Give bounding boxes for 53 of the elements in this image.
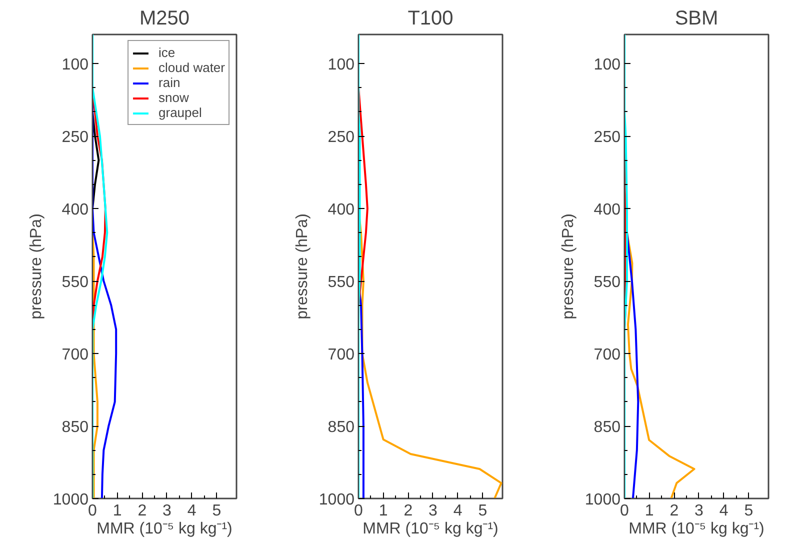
y-tick-label: 250 (62, 129, 89, 146)
y-tick-label: 400 (594, 202, 621, 218)
x-tick-label: 0 (620, 502, 630, 520)
x-tick-label: 5 (478, 502, 488, 520)
y-tick-label: 250 (328, 129, 355, 146)
legend-label: graupel (158, 105, 202, 120)
chart-title: SBM (674, 8, 718, 30)
legend-label: cloud water (158, 60, 225, 75)
y-tick-label: 550 (594, 274, 621, 291)
y-tick-label: 100 (594, 56, 621, 74)
x-axis-title: MMR (10⁻⁵ kg kg⁻¹) (628, 520, 764, 538)
y-tick-label: 1000 (52, 492, 89, 508)
y-tick-label: 700 (594, 346, 621, 364)
y-tick-label: 850 (328, 419, 355, 436)
x-tick-label: 0 (354, 502, 364, 520)
x-axis-title: MMR (10⁻⁵ kg kg⁻¹) (362, 520, 498, 538)
y-tick-label: 850 (62, 419, 89, 436)
x-axis-title: MMR (10⁻⁵ kg kg⁻¹) (96, 520, 232, 538)
x-tick-label: 4 (187, 502, 196, 520)
x-tick-label: 3 (694, 502, 704, 520)
y-tick-label: 550 (62, 274, 89, 291)
chart-title: M250 (139, 8, 190, 30)
x-tick-label: 3 (162, 502, 172, 520)
x-tick-label: 5 (744, 502, 754, 520)
legend-label: snow (158, 90, 189, 105)
y-tick-label: 400 (328, 202, 355, 218)
x-tick-label: 2 (670, 502, 679, 520)
y-tick-label: 1000 (584, 492, 621, 508)
x-tick-label: 0 (88, 502, 98, 520)
y-axis-title: pressure (hPa) (28, 214, 45, 320)
y-axis-title: pressure (hPa) (560, 214, 577, 320)
y-tick-label: 700 (62, 346, 89, 364)
x-tick-label: 1 (112, 502, 122, 520)
y-axis-title: pressure (hPa) (294, 214, 311, 320)
x-tick-label: 1 (644, 502, 654, 520)
y-tick-label: 100 (62, 56, 89, 74)
x-tick-label: 2 (138, 502, 147, 520)
x-tick-label: 4 (453, 502, 462, 520)
y-tick-label: 400 (62, 202, 89, 218)
x-tick-label: 5 (212, 502, 222, 520)
y-tick-label: 550 (328, 274, 355, 291)
x-tick-label: 4 (719, 502, 728, 520)
legend-label: ice (158, 45, 176, 60)
y-tick-label: 700 (328, 346, 355, 364)
x-tick-label: 3 (428, 502, 438, 520)
y-tick-label: 1000 (318, 492, 355, 508)
x-tick-label: 1 (378, 502, 388, 520)
legend-label: rain (158, 75, 180, 90)
y-tick-label: 850 (594, 419, 621, 436)
x-tick-label: 2 (404, 502, 413, 520)
y-tick-label: 250 (594, 129, 621, 146)
y-tick-label: 100 (328, 56, 355, 74)
chart-title: T100 (408, 8, 454, 30)
